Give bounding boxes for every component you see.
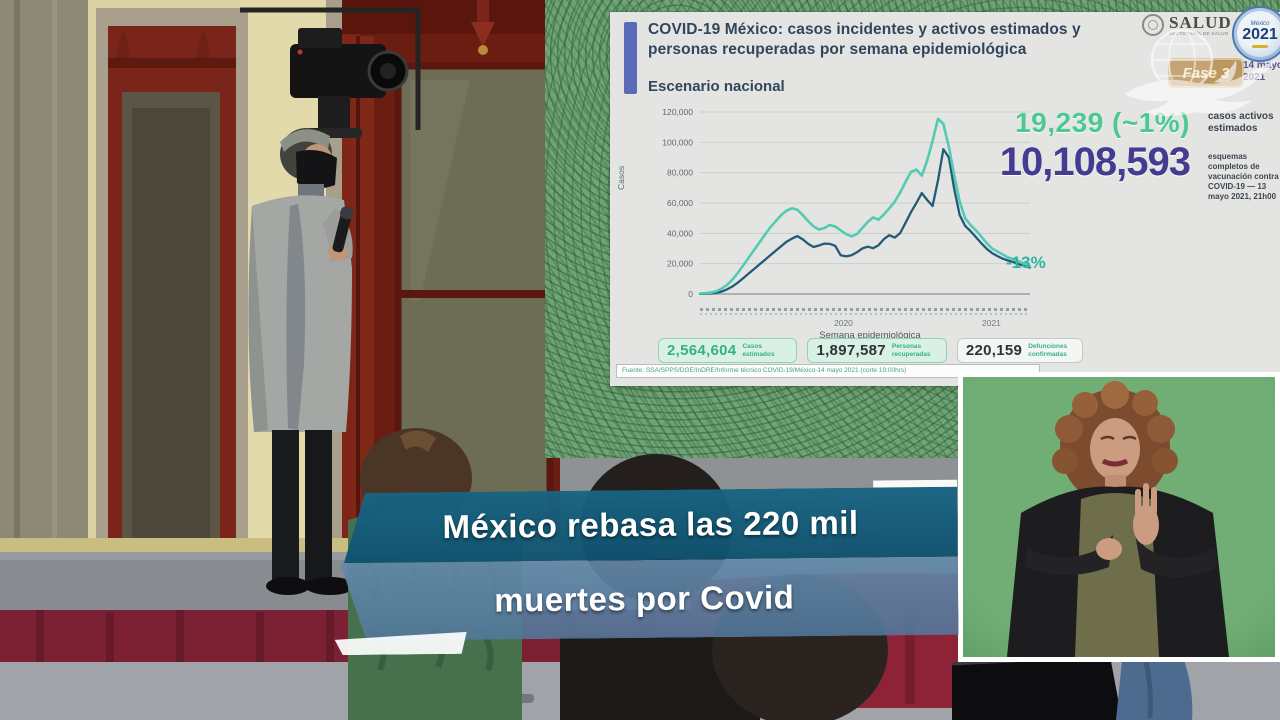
- x-year-2021: 2021: [982, 318, 1001, 328]
- stat-defunciones: 220,159 Defunciones confirmadas: [956, 338, 1084, 363]
- stat-casos-estimados: 2,564,604 Casos estimados: [658, 338, 798, 363]
- presenter-sweater: [286, 204, 306, 430]
- left-doorway: [96, 8, 248, 638]
- trend-annotation: -13%: [1006, 253, 1046, 272]
- stat-label: Personas recuperadas: [891, 343, 931, 358]
- interpreter-lips: [1101, 458, 1129, 467]
- mexico-2021-stamp: México 2021: [1232, 6, 1280, 62]
- presenter-shoe: [266, 577, 310, 595]
- stamp-tick: [1252, 44, 1268, 48]
- banner-line1: México rebasa las 220 mil: [442, 503, 859, 546]
- active-cases-value: 19,239 (~1%): [1015, 107, 1190, 138]
- banner-line1-band: México rebasa las 220 mil: [343, 487, 958, 563]
- active-cases-label: casos activos estimados: [1208, 111, 1274, 134]
- interpreter-face: [1090, 418, 1140, 480]
- stamp-year-text: 2021: [1242, 25, 1278, 43]
- x-axis-tick-strip2: [700, 313, 1030, 315]
- salud-seal-icon: [1142, 14, 1164, 36]
- salud-logo-subtext: SECRETARÍA DE SALUD: [1169, 31, 1229, 36]
- stat-label: Casos estimados: [742, 343, 775, 358]
- stat-value: 220,159: [965, 342, 1023, 359]
- x-axis-label: Semana epidemiológica: [819, 330, 921, 341]
- sign-interpreter-box: [958, 372, 1280, 662]
- presenter-leg: [272, 430, 299, 582]
- salud-logo: SALUD SECRETARÍA DE SALUD: [1142, 14, 1232, 36]
- svg-text:60,000: 60,000: [667, 198, 693, 208]
- vaccination-value: 10,108,593: [999, 140, 1191, 184]
- svg-text:120,000: 120,000: [662, 107, 693, 117]
- lower-floor: [0, 662, 1280, 720]
- svg-text:40,000: 40,000: [667, 228, 693, 238]
- slide-title: COVID-19 México: casos incidentes y acti…: [648, 21, 1081, 58]
- y-axis-label: Casos: [616, 165, 626, 190]
- tv-camera-icon: [240, 7, 421, 138]
- bottom-stats-row: 2,564,604 Casos estimados 1,897,587 Pers…: [658, 338, 1084, 363]
- source-footnote: Fuente: SSA/SPPS/DGE/InDRE/Informe técni…: [616, 364, 1040, 378]
- date-line1: 14 mayo,: [1243, 60, 1280, 71]
- face-mask: [296, 150, 337, 189]
- stat-label: Defunciones confirmadas: [1028, 343, 1068, 358]
- banner-accent-top: [873, 479, 958, 488]
- slide-date: 14 mayo, 2021: [1243, 60, 1280, 84]
- epidemic-chart: 0 20,000 40,000 60,000 80,000 100,000 120,000: [630, 104, 1060, 304]
- vaccination-label: esquemas completos de vacunación contra …: [1208, 152, 1279, 201]
- microphone-icon: [332, 206, 354, 253]
- svg-text:80,000: 80,000: [667, 168, 693, 178]
- covid-slide: COVID-19 México: casos incidentes y acti…: [610, 6, 1280, 386]
- presenter-silhouette: [248, 128, 355, 595]
- news-banner: México rebasa las 220 mil muertes por Co…: [329, 479, 959, 658]
- chart-canvas: 0 20,000 40,000 60,000 80,000 100,000 120,000: [662, 107, 1032, 299]
- svg-text:0: 0: [688, 289, 693, 299]
- presenter-leg: [305, 430, 332, 582]
- title-accent-bar: [624, 22, 637, 94]
- svg-text:20,000: 20,000: [667, 259, 693, 269]
- door-finial-icon: [116, 32, 130, 60]
- presenter-shoe: [305, 577, 355, 595]
- interpreter-hands: [1025, 483, 1217, 578]
- date-line2: 2021: [1243, 72, 1266, 83]
- x-axis-tick-strip: [700, 308, 1030, 311]
- salud-logo-text: SALUD: [1169, 13, 1232, 32]
- x-year-2020: 2020: [834, 318, 853, 328]
- stamp-mexico-text: México: [1250, 20, 1270, 27]
- svg-text:100,000: 100,000: [662, 137, 693, 147]
- sign-interpreter-figure: [963, 377, 1275, 657]
- door-finial-icon: [196, 32, 210, 60]
- slide-subtitle: Escenario nacional: [648, 78, 785, 95]
- stat-personas-recuperadas: 1,897,587 Personas recuperadas: [807, 338, 947, 363]
- banner-line2: muertes por Covid: [494, 578, 795, 619]
- stat-value: 1,897,587: [816, 342, 886, 359]
- ceiling-ornament-icon: [471, 0, 495, 55]
- stat-value: 2,564,604: [667, 342, 737, 359]
- banner-line2-band: muertes por Covid: [330, 557, 959, 642]
